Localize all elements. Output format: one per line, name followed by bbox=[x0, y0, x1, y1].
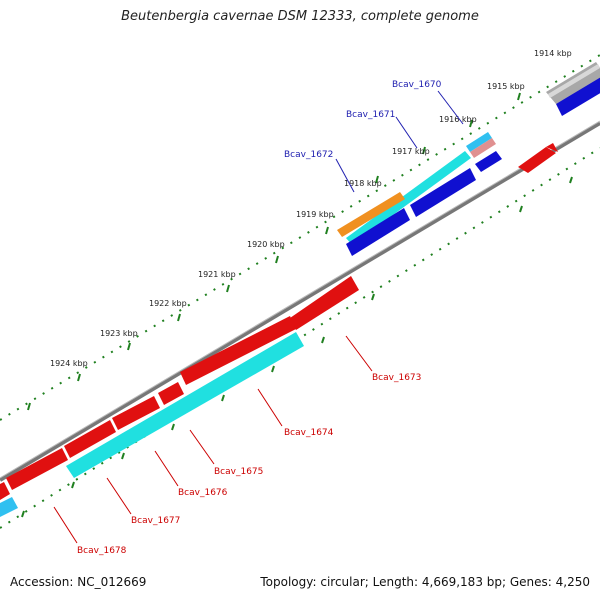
pointer-line bbox=[257, 388, 283, 427]
forward-cds-feature bbox=[0, 482, 10, 500]
rna-feature-pink bbox=[470, 138, 496, 158]
kbp-label: 1916 kbp bbox=[439, 115, 477, 124]
kbp-label: 1920 kbp bbox=[247, 240, 285, 249]
gene-label: Bcav_1670 bbox=[392, 80, 442, 90]
kbp-label: 1923 kbp bbox=[100, 329, 138, 338]
pointer-line bbox=[154, 450, 179, 487]
upper-tick-ring bbox=[0, 54, 600, 421]
pointer-line bbox=[345, 335, 373, 372]
kbp-label: 1914 kbp bbox=[534, 49, 572, 58]
kbp-label: 1922 kbp bbox=[149, 299, 187, 308]
gene-label: Bcav_1676 bbox=[178, 488, 228, 498]
kbp-label: 1924 kbp bbox=[50, 359, 88, 368]
accession-text: Accession: NC_012669 bbox=[10, 575, 147, 589]
pointer-line bbox=[335, 158, 355, 193]
gene-label: Bcav_1677 bbox=[131, 516, 180, 526]
gene-label: Bcav_1672 bbox=[284, 150, 333, 160]
orange-feature bbox=[337, 192, 405, 237]
lower-tick-ring bbox=[0, 147, 600, 529]
kbp-label: 1918 kbp bbox=[344, 179, 382, 188]
gene-label: Bcav_1671 bbox=[346, 110, 395, 120]
rna-feature bbox=[0, 497, 18, 517]
forward-cds-arrow bbox=[518, 147, 556, 173]
forward-cds-feature bbox=[6, 448, 68, 490]
kbp-label: 1919 kbp bbox=[296, 210, 334, 219]
pointer-line bbox=[189, 429, 215, 465]
upper-major-ticks bbox=[27, 92, 521, 411]
forward-cds-arrow-tip bbox=[546, 143, 558, 152]
rna-feature bbox=[466, 132, 492, 152]
pointer-line bbox=[106, 477, 132, 515]
kbp-label: 1915 kbp bbox=[487, 82, 525, 91]
rna-feature-cyan bbox=[346, 151, 471, 245]
forward-cds-feature bbox=[290, 276, 359, 330]
gene-label: Bcav_1674 bbox=[284, 428, 334, 438]
pointer-line bbox=[395, 116, 418, 149]
pointer-line bbox=[437, 90, 464, 125]
rna-feature-cyan bbox=[66, 332, 304, 478]
reverse-cds-feature bbox=[410, 168, 476, 217]
map-title: Beutenbergia cavernae DSM 12333, complet… bbox=[121, 9, 479, 24]
genome-backbone-highlight bbox=[0, 120, 600, 479]
reverse-cds-small bbox=[475, 151, 502, 172]
forward-cds-feature bbox=[158, 382, 184, 405]
gene-label: Bcav_1678 bbox=[77, 546, 127, 556]
kbp-label: 1921 kbp bbox=[198, 270, 236, 279]
genome-backbone bbox=[0, 121, 600, 482]
gene-label: Bcav_1673 bbox=[372, 373, 421, 383]
pointer-line bbox=[53, 506, 78, 544]
summary-text: Topology: circular; Length: 4,669,183 bp… bbox=[260, 575, 590, 589]
reverse-cds-feature bbox=[556, 77, 600, 116]
kbp-label: 1917 kbp bbox=[392, 147, 430, 156]
lower-major-ticks bbox=[21, 176, 573, 518]
forward-cds-feature bbox=[180, 316, 296, 385]
reverse-cds-feature bbox=[346, 208, 410, 256]
gray-feature-shine bbox=[548, 64, 600, 98]
forward-cds-feature bbox=[112, 396, 160, 430]
forward-cds-feature bbox=[64, 420, 116, 458]
gene-label: Bcav_1675 bbox=[214, 467, 263, 477]
